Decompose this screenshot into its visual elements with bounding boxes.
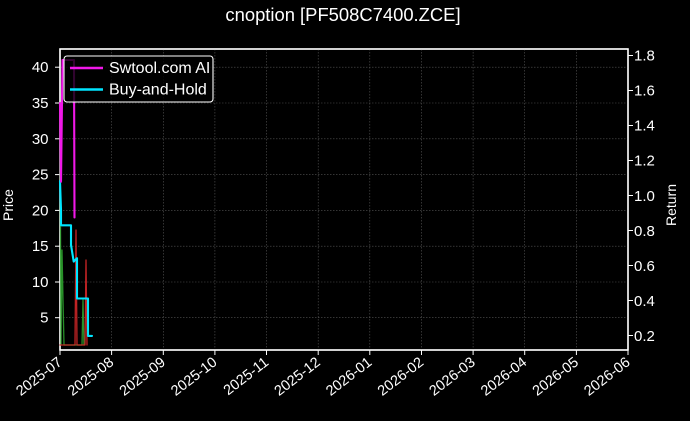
- svg-text:cnoption [PF508C7400.ZCE]: cnoption [PF508C7400.ZCE]: [225, 4, 460, 25]
- svg-text:40: 40: [32, 59, 49, 76]
- svg-text:0.2: 0.2: [634, 328, 655, 345]
- svg-text:1.4: 1.4: [634, 117, 655, 134]
- svg-text:Swtool.com AI: Swtool.com AI: [109, 60, 210, 77]
- svg-text:1.6: 1.6: [634, 82, 655, 99]
- svg-text:1.8: 1.8: [634, 47, 655, 64]
- svg-text:Return: Return: [663, 184, 679, 226]
- svg-text:30: 30: [32, 131, 49, 148]
- svg-text:1.0: 1.0: [634, 188, 655, 205]
- svg-text:0.6: 0.6: [634, 258, 655, 275]
- svg-text:15: 15: [32, 238, 49, 255]
- svg-text:20: 20: [32, 202, 49, 219]
- svg-text:Price: Price: [0, 189, 16, 221]
- svg-text:0.8: 0.8: [634, 223, 655, 240]
- svg-text:5: 5: [40, 310, 48, 327]
- svg-text:0.4: 0.4: [634, 293, 655, 310]
- svg-text:25: 25: [32, 167, 49, 184]
- svg-text:Buy-and-Hold: Buy-and-Hold: [109, 82, 207, 99]
- svg-text:10: 10: [32, 274, 49, 291]
- svg-text:1.2: 1.2: [634, 152, 655, 169]
- svg-text:35: 35: [32, 95, 49, 112]
